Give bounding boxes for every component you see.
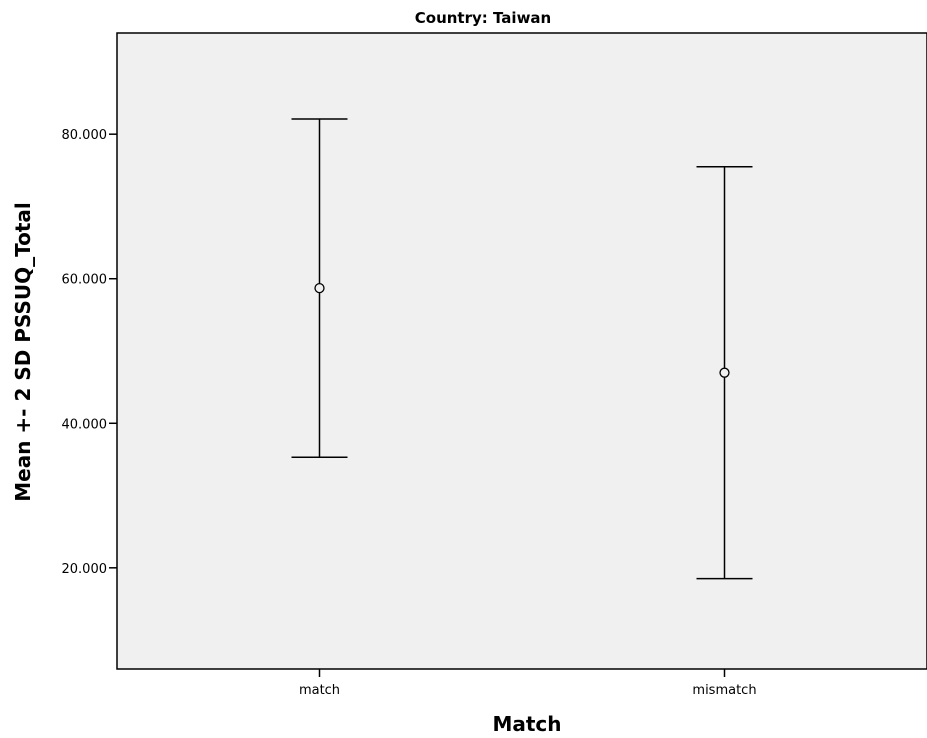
error-bar-mismatch	[696, 165, 753, 580]
y-tick-label: 20.000	[62, 562, 108, 577]
error-bar-match	[291, 118, 348, 458]
y-tick-label: 40.000	[62, 417, 108, 432]
plot-area	[116, 32, 927, 670]
y-axis-label: Mean +- 2 SD PSSUQ_Total	[11, 202, 35, 501]
x-tick-label-match: match	[299, 683, 340, 698]
y-tick-label: 80.000	[62, 128, 108, 143]
x-axis: match mismatch	[299, 669, 757, 698]
mean-point	[314, 282, 325, 294]
chart-title: Country: Taiwan	[415, 9, 551, 27]
x-tick-label-mismatch: mismatch	[692, 683, 756, 698]
mean-point	[719, 367, 730, 378]
error-bars	[291, 118, 753, 580]
y-axis: 20.000 40.000 60.000 80.000	[62, 128, 117, 577]
x-axis-label: Match	[492, 712, 561, 736]
y-tick-label: 60.000	[62, 273, 108, 288]
